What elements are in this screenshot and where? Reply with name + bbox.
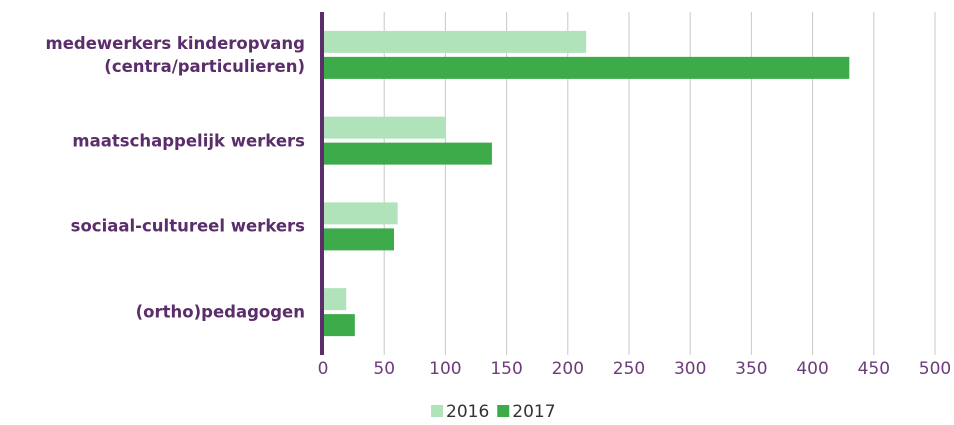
bar xyxy=(323,142,492,165)
bar xyxy=(323,202,398,225)
bar xyxy=(323,228,394,251)
legend-swatch xyxy=(431,405,443,417)
legend-label: 2016 xyxy=(446,402,489,422)
bar xyxy=(323,30,587,53)
x-tick-label: 350 xyxy=(735,359,767,379)
bar xyxy=(323,56,850,79)
x-tick-label: 200 xyxy=(552,359,584,379)
x-tick-label: 150 xyxy=(490,359,522,379)
x-tick-label: 0 xyxy=(318,359,329,379)
x-tick-label: 450 xyxy=(858,359,890,379)
bar xyxy=(323,288,347,311)
category-label: (ortho)pedagogen xyxy=(135,302,305,322)
legend-swatch xyxy=(497,405,510,417)
category-label: sociaal-cultureel werkers xyxy=(70,216,305,236)
x-tick-label: 500 xyxy=(919,359,951,379)
legend-label: 2017 xyxy=(512,402,555,422)
x-tick-label: 50 xyxy=(373,359,395,379)
x-tick-label: 300 xyxy=(674,359,706,379)
bar xyxy=(323,116,446,139)
category-label: medewerkers kinderopvang (centra/particu… xyxy=(45,33,306,76)
bar xyxy=(323,314,355,337)
x-tick-label: 100 xyxy=(429,359,461,379)
category-label: maatschappelijk werkers xyxy=(72,131,305,151)
x-tick-label: 400 xyxy=(796,359,828,379)
x-tick-label: 250 xyxy=(613,359,645,379)
